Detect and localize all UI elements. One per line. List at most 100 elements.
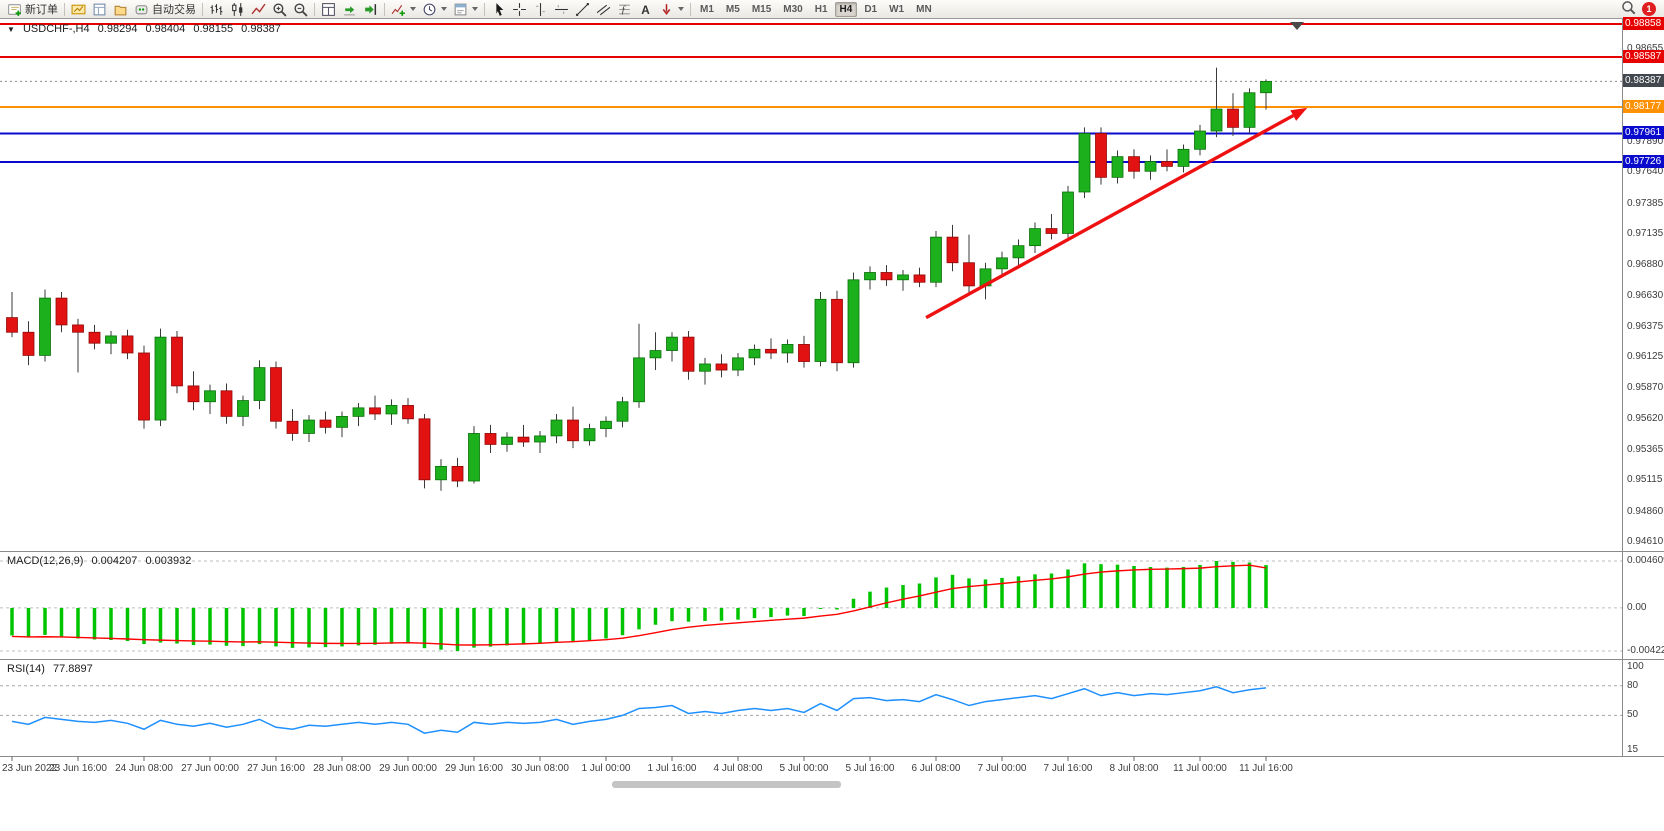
candle-body — [1177, 148, 1190, 167]
timeframe-M15[interactable]: M15 — [751, 3, 772, 15]
tile-windows-button[interactable] — [318, 1, 339, 18]
arrow-tools-button[interactable] — [656, 1, 687, 18]
price-tick-label: 0.95620 — [1627, 412, 1664, 424]
candle-body — [781, 344, 794, 354]
chevron-down-icon[interactable] — [472, 7, 478, 11]
price-badge: 0.97961 — [1623, 126, 1664, 140]
timeframe-D1[interactable]: D1 — [864, 3, 878, 15]
macd-header: MACD(12,26,9) 0.004207 0.003932 — [7, 555, 196, 567]
time-axis-label: 7 Jul 00:00 — [977, 763, 1027, 774]
zoom-out-icon — [294, 2, 308, 17]
crosshair-button[interactable] — [509, 1, 530, 18]
chart-collapse-icon[interactable]: ▼ — [7, 25, 15, 34]
trend-arrow-line[interactable] — [925, 114, 1295, 320]
candle-body — [534, 435, 546, 443]
candle-body — [1128, 156, 1140, 172]
zoom-in-button[interactable] — [269, 1, 290, 18]
chevron-down-icon[interactable] — [678, 7, 684, 11]
price-badge: 0.98387 — [1623, 74, 1664, 88]
candle-body — [468, 433, 480, 482]
fibonacci-button[interactable]: f — [614, 1, 635, 18]
chart-title: ▼ USDCHF-,H4 0.98294 0.98404 0.98155 0.9… — [7, 23, 286, 35]
candle-body — [913, 274, 926, 283]
macd-signal-value: 0.003932 — [145, 555, 192, 567]
price-badge: 0.98858 — [1623, 16, 1664, 30]
svg-text:f: f — [622, 4, 626, 15]
chart-shift-marker[interactable] — [1290, 22, 1304, 30]
time-axis-label: 27 Jun 16:00 — [247, 763, 305, 774]
rsi-axis-label: 15 — [1627, 744, 1639, 755]
templates-button[interactable] — [450, 1, 481, 18]
bar-chart-button[interactable] — [206, 1, 227, 18]
line-chart-icon — [251, 3, 266, 14]
search-button[interactable] — [1621, 0, 1636, 18]
time-axis-label: 6 Jul 08:00 — [911, 763, 961, 774]
price-badge: 0.98177 — [1623, 100, 1664, 113]
chevron-down-icon[interactable] — [410, 7, 416, 11]
toolbar-separator — [690, 2, 691, 16]
macd-value: 0.004207 — [91, 555, 138, 567]
line-chart-button[interactable] — [248, 1, 269, 18]
candle-body — [484, 433, 497, 445]
time-axis-label: 23 Jun 16:00 — [49, 763, 107, 774]
candle-body — [418, 418, 431, 481]
timeframe-H1[interactable]: H1 — [814, 3, 828, 15]
candle-body — [963, 262, 975, 287]
vertical-line-button[interactable] — [530, 1, 551, 18]
candle-body — [435, 465, 447, 481]
navigator-button[interactable] — [110, 1, 131, 18]
price-tick-label: 0.97890 — [1627, 136, 1664, 147]
candle-body — [798, 344, 810, 362]
time-axis-label: 11 Jul 00:00 — [1173, 763, 1227, 774]
timeframe-W1[interactable]: W1 — [889, 3, 905, 15]
candle-body — [88, 331, 101, 344]
h-scrollbar-thumb[interactable] — [612, 781, 841, 788]
timeframe-H4[interactable]: H4 — [834, 1, 858, 17]
cursor-button[interactable] — [488, 1, 509, 18]
chevron-down-icon[interactable] — [441, 7, 447, 11]
candle-body — [1210, 108, 1223, 132]
time-axis-label: 30 Jun 08:00 — [511, 763, 569, 774]
candle-body — [864, 272, 876, 281]
text-label-button[interactable]: A — [635, 1, 656, 18]
market-watch-button[interactable] — [68, 1, 89, 18]
price-tick-label: 0.95115 — [1627, 474, 1663, 486]
periods-button[interactable] — [419, 1, 450, 18]
candle-body — [930, 236, 942, 283]
candle-body — [286, 420, 299, 434]
candle-body — [1095, 133, 1107, 178]
timeframe-M5[interactable]: M5 — [725, 3, 740, 15]
candle-body — [1029, 228, 1041, 247]
data-window-icon — [93, 3, 106, 15]
timeframe-M1[interactable]: M1 — [700, 3, 714, 15]
candle-body — [402, 405, 414, 420]
navigator-icon — [114, 5, 127, 15]
trendline-button[interactable] — [572, 1, 593, 18]
candlestick-chart-button[interactable] — [227, 1, 248, 18]
equidistant-channel-button[interactable] — [593, 1, 614, 18]
auto-trading-button[interactable]: 自动交易 — [131, 1, 199, 18]
time-axis-label: 11 Jul 16:00 — [1239, 763, 1293, 774]
zoom-out-button[interactable] — [290, 1, 311, 18]
candle-body — [336, 415, 348, 428]
time-axis-label: 5 Jul 16:00 — [845, 763, 895, 774]
indicators-button[interactable] — [388, 1, 419, 18]
candle-body — [72, 324, 84, 333]
candle-body — [996, 257, 1008, 270]
templates-icon — [454, 3, 467, 15]
candle-body — [22, 331, 35, 356]
horizontal-line-button[interactable] — [551, 1, 572, 18]
chart-shift-button[interactable] — [360, 1, 381, 18]
rsi-axis-label: 100 — [1627, 661, 1644, 672]
notifications-badge[interactable]: 1 — [1642, 2, 1656, 16]
timeframe-M30[interactable]: M30 — [783, 3, 803, 15]
candle-body — [616, 401, 629, 422]
price-tick-label: 0.94610 — [1627, 536, 1664, 547]
data-window-button[interactable] — [89, 1, 110, 18]
time-axis-label: 4 Jul 08:00 — [713, 763, 763, 774]
timeframe-MN[interactable]: MN — [916, 3, 932, 15]
candle-body — [732, 357, 744, 371]
new-order-button[interactable]: 新订单 — [4, 1, 61, 18]
auto-scroll-button[interactable] — [339, 1, 360, 18]
